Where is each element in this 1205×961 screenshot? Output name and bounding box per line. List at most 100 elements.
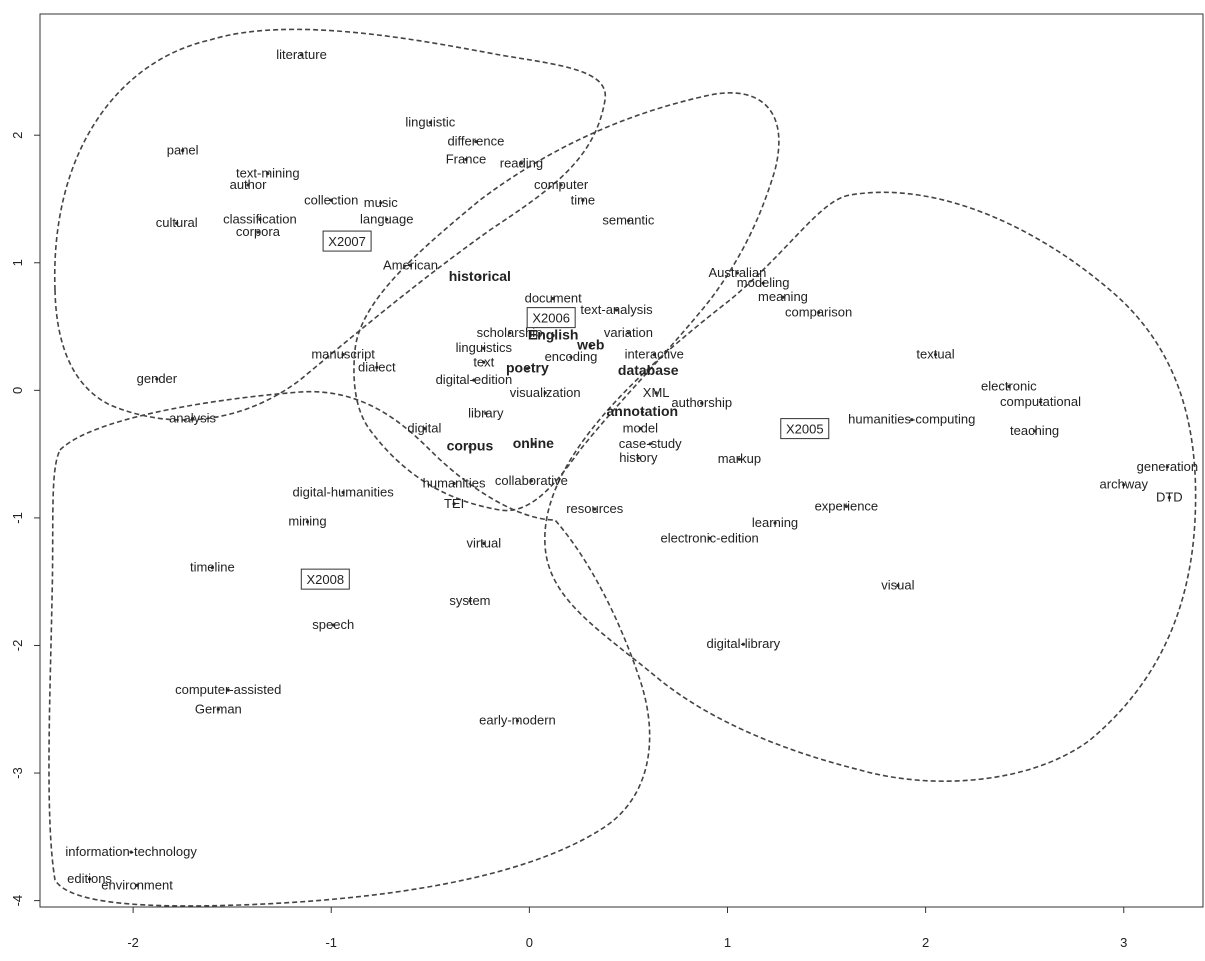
year-label-text: X2008 [307, 572, 345, 587]
point-marker [593, 507, 597, 511]
point-marker [519, 161, 524, 165]
term-label: meaning [758, 289, 808, 304]
point-marker [844, 504, 848, 509]
point-marker [341, 490, 345, 494]
term-label: digital-edition [436, 372, 513, 387]
point-marker [422, 427, 426, 431]
year-label-text: X2006 [532, 311, 570, 326]
point-marker [385, 217, 389, 221]
term-label: web [576, 337, 604, 353]
term-label: TEI [444, 496, 464, 511]
term-label: cultural [156, 215, 198, 230]
point-marker [652, 353, 656, 357]
term-label: computational [1000, 394, 1081, 409]
term-label: visual [881, 578, 914, 593]
x-tick-label: 1 [724, 935, 731, 950]
term-label: text [473, 354, 494, 369]
term-label: historical [449, 268, 511, 284]
term-label: linguistics [456, 340, 513, 355]
term-label: poetry [506, 360, 549, 376]
point-marker [626, 331, 631, 335]
point-marker [525, 367, 529, 371]
point-marker [543, 391, 547, 395]
y-tick-label: -4 [10, 895, 25, 907]
term-label: teaching [1010, 423, 1059, 438]
term-label: timeline [190, 560, 235, 575]
point-marker [1032, 429, 1037, 433]
term-label: electronic [981, 379, 1037, 394]
point-marker [266, 171, 270, 176]
term-label: resources [566, 501, 624, 516]
term-label: authorship [671, 395, 732, 410]
term-label: learning [752, 515, 798, 530]
term-label: library [468, 405, 504, 420]
term-label: online [513, 435, 554, 451]
year-label: X2007 [322, 230, 372, 252]
point-marker [559, 183, 563, 187]
term-label: digital-humanities [293, 484, 395, 499]
point-marker [648, 442, 652, 446]
term-label: DTD [1156, 489, 1183, 504]
point-marker [216, 707, 220, 711]
term-label: annotation [607, 403, 679, 419]
term-label: model [623, 421, 659, 436]
term-label: France [446, 151, 486, 166]
cluster-outline-x2006 [353, 92, 780, 512]
point-marker [258, 217, 262, 221]
y-tick-label: 2 [10, 132, 25, 139]
year-label-box [300, 568, 350, 590]
point-marker [737, 457, 741, 461]
point-marker [529, 479, 533, 483]
cluster-outline-x2007 [54, 28, 606, 421]
term-label: generation [1137, 459, 1198, 474]
term-label: document [525, 290, 582, 305]
y-tick-label: 1 [10, 259, 25, 266]
point-marker [896, 583, 900, 588]
point-marker [1165, 465, 1169, 469]
term-label: mining [288, 514, 326, 529]
term-label: classification [223, 211, 297, 226]
point-marker [408, 263, 413, 267]
point-marker [375, 365, 379, 369]
point-marker [515, 719, 520, 723]
point-marker [507, 331, 512, 335]
x-tick-label: -2 [127, 935, 139, 950]
point-marker [246, 183, 250, 187]
term-label: humanities [423, 475, 486, 490]
term-label: corpora [236, 224, 281, 239]
point-marker [773, 521, 777, 525]
point-marker [614, 308, 619, 312]
year-label-box [780, 418, 830, 440]
point-marker [87, 877, 92, 881]
year-labels: X2007 X2006 X2005 X2008 [300, 230, 830, 590]
year-label-box [322, 230, 372, 252]
term-label: English [528, 326, 579, 342]
year-label-text: X2007 [328, 234, 366, 249]
point-marker [1122, 483, 1126, 487]
point-marker [190, 416, 195, 421]
point-marker [626, 219, 631, 223]
point-marker [155, 377, 159, 381]
y-tick-label: -2 [10, 640, 25, 652]
term-label: text-analysis [580, 302, 653, 317]
point-marker [781, 295, 785, 299]
point-marker [226, 688, 230, 692]
year-label-box [526, 307, 576, 329]
y-tick-label: -3 [10, 767, 25, 779]
point-marker [640, 410, 644, 414]
cluster-outlines [48, 28, 1197, 907]
term-label: literature [276, 47, 327, 62]
point-marker [331, 623, 335, 627]
term-label: text-mining [236, 165, 300, 180]
point-marker [638, 427, 642, 431]
point-marker [210, 566, 214, 570]
point-marker [464, 157, 468, 162]
term-label: music [364, 195, 398, 210]
point-marker [551, 333, 555, 338]
x-tick-label: 3 [1120, 935, 1127, 950]
term-label: manuscript [311, 347, 375, 362]
point-marker [581, 198, 585, 202]
term-label: comparison [785, 305, 852, 320]
term-label: author [230, 177, 268, 192]
point-marker [452, 481, 456, 486]
